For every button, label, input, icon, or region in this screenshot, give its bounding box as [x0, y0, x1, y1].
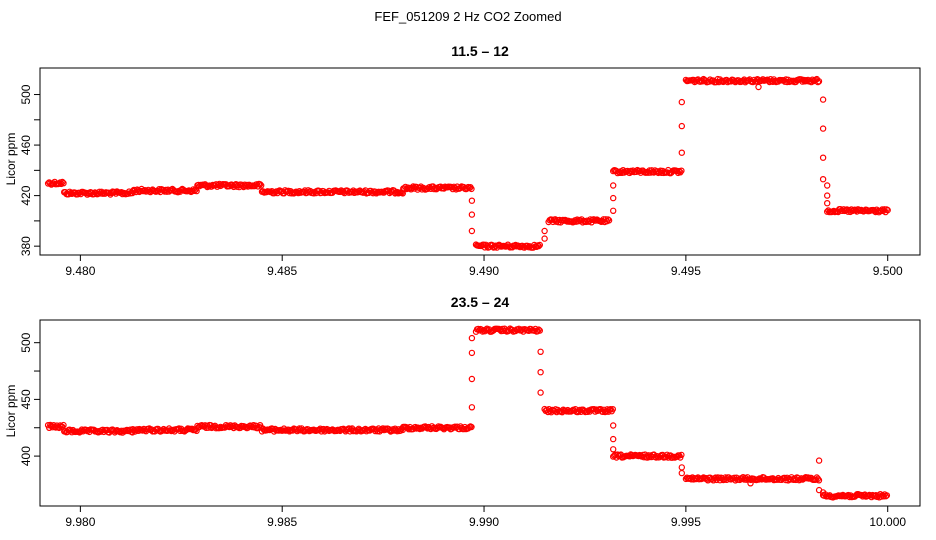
x-tick-label: 9.480	[65, 264, 95, 278]
data-point	[60, 179, 67, 187]
data-point	[824, 192, 831, 199]
y-tick-label: 380	[19, 236, 33, 256]
data-point	[604, 216, 612, 223]
plot-frame	[39, 67, 921, 256]
data-point	[610, 446, 617, 453]
data-point	[190, 186, 197, 193]
data-point	[678, 98, 686, 106]
data-point	[819, 154, 827, 161]
data-point	[815, 457, 823, 464]
data-point	[537, 348, 544, 355]
data-point	[819, 96, 827, 103]
data-point	[747, 480, 754, 487]
data-point	[536, 241, 544, 249]
x-tick-label: 9.995	[671, 515, 701, 529]
data-point	[610, 194, 617, 202]
data-point	[468, 349, 476, 357]
data-point	[755, 83, 762, 91]
y-tick-label: 500	[19, 84, 33, 104]
data-point	[193, 187, 200, 195]
x-tick-label: 9.980	[65, 515, 95, 529]
x-tick-label: 9.490	[469, 264, 499, 278]
panel-bottom: 23.5 – 24 Licor ppm 9.980 9.985 9.990 9.995…	[4, 294, 921, 529]
panel-top: 11.5 – 12 Licor ppm 9.480 9.485 9.490 9.495…	[4, 43, 921, 278]
y-axis-label: Licor ppm	[4, 133, 18, 186]
data-point	[884, 206, 891, 214]
data-point	[610, 207, 617, 214]
x-tick-label: 9.500	[873, 264, 903, 278]
data-point	[610, 182, 617, 189]
data-point	[678, 451, 685, 459]
data-point	[628, 168, 636, 176]
data-point	[678, 167, 685, 174]
y-tick-label: 420	[19, 185, 33, 205]
data-point	[55, 180, 63, 187]
data-point	[468, 404, 476, 411]
y-tick-label: 450	[19, 389, 33, 409]
data-point	[819, 175, 827, 183]
data-point	[541, 227, 548, 235]
data-point	[610, 435, 617, 443]
data-point	[468, 423, 475, 431]
x-tick-label: 9.495	[671, 264, 701, 278]
data-point	[256, 181, 264, 188]
data-point	[537, 389, 544, 396]
panel-title: 23.5 – 24	[451, 294, 510, 310]
data-point	[59, 178, 66, 186]
data-point	[541, 235, 548, 242]
axis-ticks: 9.980 9.985 9.990 9.995 10.000 400 450 500	[19, 332, 906, 529]
data-point	[609, 406, 617, 413]
data-point	[537, 369, 544, 376]
data-point	[468, 227, 476, 235]
data-point	[535, 242, 542, 250]
axis-ticks: 9.480 9.485 9.490 9.495 9.500 380 420 460 500	[19, 84, 903, 278]
data-point	[465, 183, 472, 191]
x-tick-label: 10.000	[869, 515, 906, 529]
data-point	[678, 469, 686, 477]
x-tick-label: 9.985	[267, 515, 297, 529]
data-point	[678, 149, 686, 156]
data-point	[699, 475, 706, 482]
data-point	[60, 421, 67, 429]
data-point	[605, 217, 613, 224]
y-tick-label: 500	[19, 332, 33, 352]
x-tick-label: 9.485	[267, 264, 297, 278]
data-points	[44, 325, 891, 501]
data-point	[824, 199, 831, 207]
plot-frame	[39, 319, 921, 507]
data-point	[610, 422, 617, 429]
data-point	[824, 182, 831, 189]
y-tick-label: 460	[19, 135, 33, 155]
data-point	[593, 406, 600, 413]
data-point	[678, 122, 686, 130]
y-tick-label: 400	[19, 446, 33, 466]
data-point	[819, 125, 827, 132]
data-point	[468, 334, 476, 342]
figure-title: FEF_051209 2 Hz CO2 Zoomed	[374, 9, 561, 24]
data-point	[468, 211, 476, 218]
data-point	[819, 489, 827, 496]
data-point	[815, 78, 823, 85]
panel-title: 11.5 – 12	[451, 43, 509, 59]
data-points	[44, 75, 891, 251]
data-point	[468, 197, 476, 204]
data-point	[678, 464, 686, 471]
x-tick-label: 9.990	[469, 515, 499, 529]
data-point	[883, 492, 891, 499]
data-point	[535, 326, 542, 333]
data-point	[468, 375, 476, 383]
data-point	[536, 327, 544, 334]
data-point	[815, 477, 823, 484]
data-point	[258, 182, 265, 189]
y-axis-label: Licor ppm	[4, 385, 18, 438]
data-point	[800, 76, 807, 84]
data-point	[468, 185, 475, 193]
